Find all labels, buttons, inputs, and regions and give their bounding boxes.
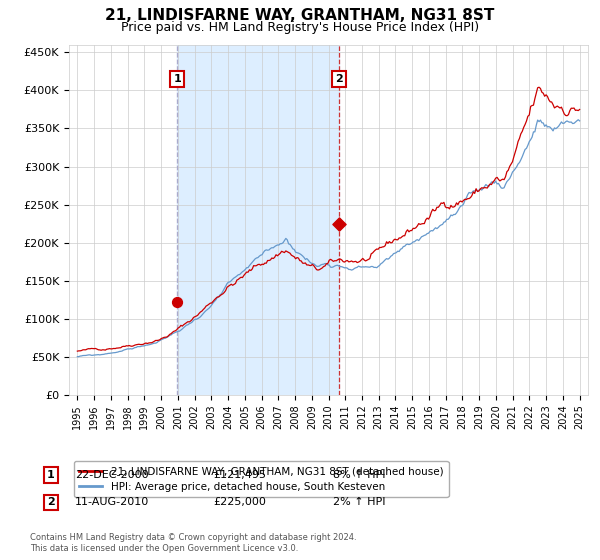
Text: £225,000: £225,000 (213, 497, 266, 507)
Text: 2: 2 (47, 497, 55, 507)
Point (334, 219, 343, 228)
Point (173, 298, 182, 307)
Text: 1: 1 (173, 74, 181, 84)
Text: Contains HM Land Registry data © Crown copyright and database right 2024.
This d: Contains HM Land Registry data © Crown c… (30, 533, 356, 553)
Legend: 21, LINDISFARNE WAY, GRANTHAM, NG31 8ST (detached house), HPI: Average price, de: 21, LINDISFARNE WAY, GRANTHAM, NG31 8ST … (74, 461, 449, 497)
Text: £121,495: £121,495 (213, 470, 266, 480)
Text: Price paid vs. HM Land Registry's House Price Index (HPI): Price paid vs. HM Land Registry's House … (121, 21, 479, 34)
Text: 2: 2 (335, 74, 343, 84)
Text: 1: 1 (47, 470, 55, 480)
Text: 8% ↑ HPI: 8% ↑ HPI (333, 470, 386, 480)
Bar (178, 45, 338, 395)
Text: 11-AUG-2010: 11-AUG-2010 (75, 497, 149, 507)
Text: 22-DEC-2000: 22-DEC-2000 (75, 470, 149, 480)
Text: 2% ↑ HPI: 2% ↑ HPI (333, 497, 386, 507)
Text: 21, LINDISFARNE WAY, GRANTHAM, NG31 8ST: 21, LINDISFARNE WAY, GRANTHAM, NG31 8ST (106, 8, 494, 24)
